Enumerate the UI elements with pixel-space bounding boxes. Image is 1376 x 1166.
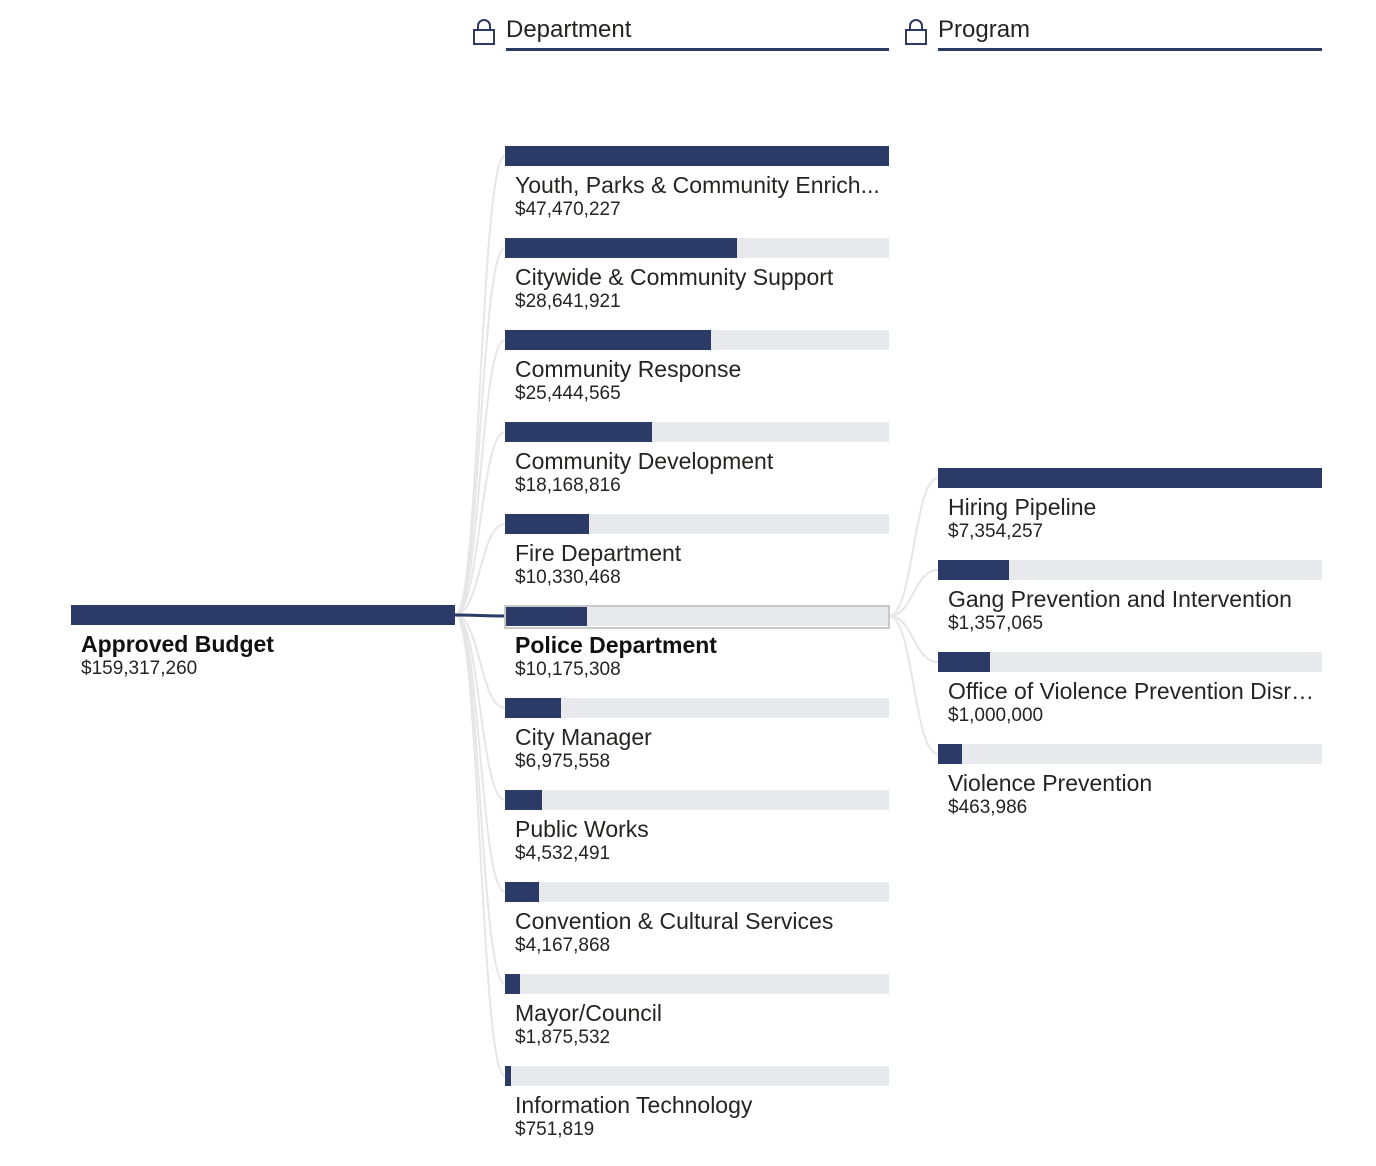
- node-label: City Manager: [515, 724, 652, 750]
- node-value: $1,875,532: [515, 1027, 611, 1048]
- bar-track: [938, 744, 1322, 764]
- department-link: [454, 614, 506, 1077]
- node-value: $25,444,565: [515, 383, 621, 404]
- bar-fill: [938, 560, 1009, 580]
- node-value: $47,470,227: [515, 199, 621, 220]
- department-level-header[interactable]: Department: [472, 14, 889, 54]
- bar-track: [505, 606, 889, 626]
- node-value: $1,000,000: [948, 705, 1044, 726]
- node-value: $7,354,257: [948, 521, 1044, 542]
- active-department-link: [454, 613, 506, 618]
- department-link: [454, 339, 506, 616]
- bar-track: [505, 882, 889, 902]
- department-header-title: Department: [506, 16, 632, 43]
- node-value: $10,330,468: [515, 567, 621, 588]
- program-header-title: Program: [938, 16, 1031, 43]
- node-value: $6,975,558: [515, 751, 611, 772]
- node-value: $159,317,260: [81, 658, 198, 679]
- node-value: $751,819: [515, 1119, 595, 1140]
- bar-fill: [505, 606, 588, 626]
- bar-fill: [505, 1066, 512, 1086]
- bar-fill: [505, 146, 889, 166]
- lock-icon: [905, 19, 927, 45]
- bar-fill: [505, 790, 542, 810]
- bar-track: [505, 698, 889, 718]
- node-label: Public Works: [515, 816, 649, 842]
- bar-fill: [938, 652, 991, 672]
- node-label: Community Response: [515, 356, 742, 382]
- node-value: $4,167,868: [515, 935, 611, 956]
- department-link: [454, 614, 506, 709]
- bar-track: [505, 514, 889, 534]
- selection-outline: [504, 605, 890, 629]
- node-label: Office of Violence Prevention Disru...: [948, 678, 1322, 704]
- node-label: Information Technology: [515, 1092, 753, 1118]
- node-label: Violence Prevention: [948, 770, 1153, 796]
- node-label: Youth, Parks & Community Enrich...: [515, 172, 880, 198]
- department-link: [454, 431, 506, 616]
- bar-fill: [938, 744, 963, 764]
- bar-fill: [505, 882, 539, 902]
- bar-track: [505, 974, 889, 994]
- bar-fill: [938, 468, 1322, 488]
- department-link: [454, 155, 506, 616]
- bar-track: [938, 652, 1322, 672]
- node-value: $28,641,921: [515, 291, 621, 312]
- header-underline: [938, 48, 1322, 51]
- department-link: [454, 523, 506, 616]
- bar-track: [505, 1066, 889, 1086]
- department-link: [454, 614, 506, 985]
- node-label: Community Development: [515, 448, 774, 474]
- department-link: [454, 247, 506, 616]
- node-value: $1,357,065: [948, 613, 1044, 634]
- program-link: [888, 615, 939, 663]
- node-label: Fire Department: [515, 540, 682, 566]
- bar-fill: [505, 330, 711, 350]
- department-link: [454, 614, 506, 801]
- bar-track: [938, 560, 1322, 580]
- department-link: [454, 614, 506, 893]
- node-value: $463,986: [948, 797, 1028, 818]
- bar-fill: [505, 698, 562, 718]
- bar-fill: [505, 514, 589, 534]
- node-value: $10,175,308: [515, 659, 621, 680]
- program-link: [888, 477, 939, 617]
- node-label: Approved Budget: [81, 631, 274, 657]
- node-label: Gang Prevention and Intervention: [948, 586, 1292, 612]
- program-link: [888, 615, 939, 755]
- bar-fill: [505, 422, 652, 442]
- node-label: Police Department: [515, 632, 717, 658]
- node-label: Mayor/Council: [515, 1000, 662, 1026]
- lock-icon: [473, 19, 495, 45]
- bar-fill: [71, 605, 455, 625]
- node-label: Citywide & Community Support: [515, 264, 834, 290]
- node-label: Convention & Cultural Services: [515, 908, 834, 934]
- node-label: Hiring Pipeline: [948, 494, 1097, 520]
- header-underline: [506, 48, 889, 51]
- bar-track: [505, 790, 889, 810]
- node-value: $18,168,816: [515, 475, 621, 496]
- bar-fill: [505, 974, 521, 994]
- bar-fill: [505, 238, 737, 258]
- program-level-header[interactable]: Program: [904, 14, 1322, 54]
- program-link: [888, 569, 939, 617]
- node-value: $4,532,491: [515, 843, 611, 864]
